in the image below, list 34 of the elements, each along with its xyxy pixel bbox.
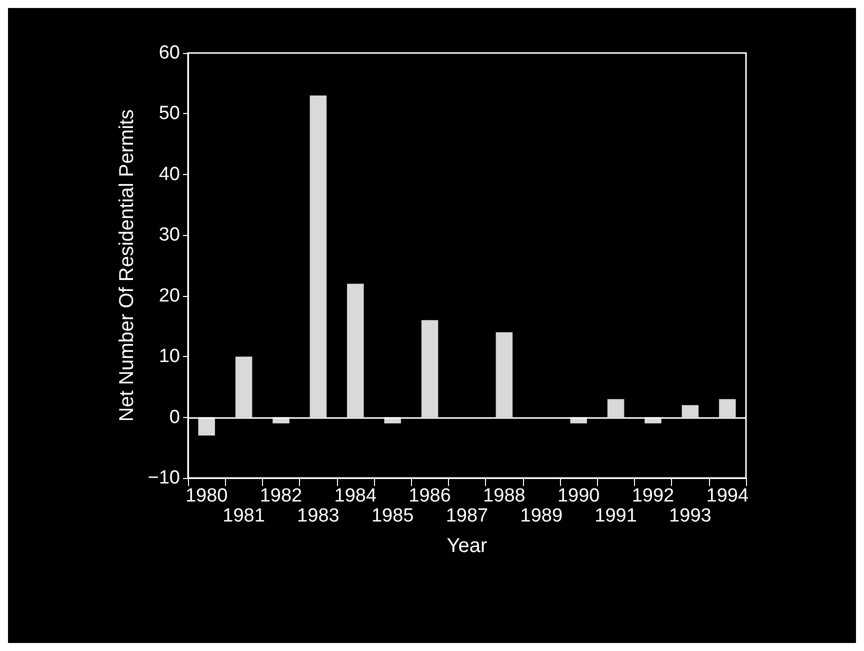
x-tick-label: 1983 (297, 506, 340, 526)
y-tick-label: −10 (148, 468, 180, 488)
x-tick-label: 1980 (185, 486, 228, 506)
y-tick-label: 0 (169, 406, 180, 428)
bar (310, 96, 327, 418)
bar (496, 332, 513, 418)
bar (607, 399, 624, 418)
x-tick-label: 1991 (594, 506, 637, 526)
y-tick-label: 20 (158, 285, 180, 306)
y-tick-label: 60 (158, 42, 180, 64)
bar (198, 417, 215, 436)
x-tick-label: 1987 (446, 506, 488, 526)
y-tick-label: 10 (158, 346, 180, 368)
x-tick-label: 1986 (408, 486, 451, 506)
y-tick-label: 40 (158, 164, 180, 185)
y-axis-title: Net Number Of Residential Permits (116, 109, 138, 422)
bar (347, 284, 364, 418)
x-tick-label: 1990 (557, 486, 600, 506)
bar (421, 320, 438, 418)
bar (719, 399, 736, 418)
bar (235, 356, 252, 418)
x-tick-label: 1994 (706, 486, 749, 506)
x-tick-label: 1993 (669, 506, 712, 526)
bar (682, 405, 699, 418)
x-tick-label: 1989 (520, 506, 563, 526)
x-tick-label: 1984 (334, 486, 377, 506)
x-tick-label: 1992 (632, 486, 674, 506)
y-tick-label: 50 (158, 103, 180, 124)
x-tick-label: 1988 (483, 486, 526, 506)
x-tick-label: 1981 (222, 506, 265, 526)
x-tick-label: 1982 (260, 486, 302, 506)
x-axis-title: Year (446, 535, 488, 557)
x-tick-label: 1985 (371, 506, 414, 526)
y-tick-label: 30 (158, 224, 180, 246)
